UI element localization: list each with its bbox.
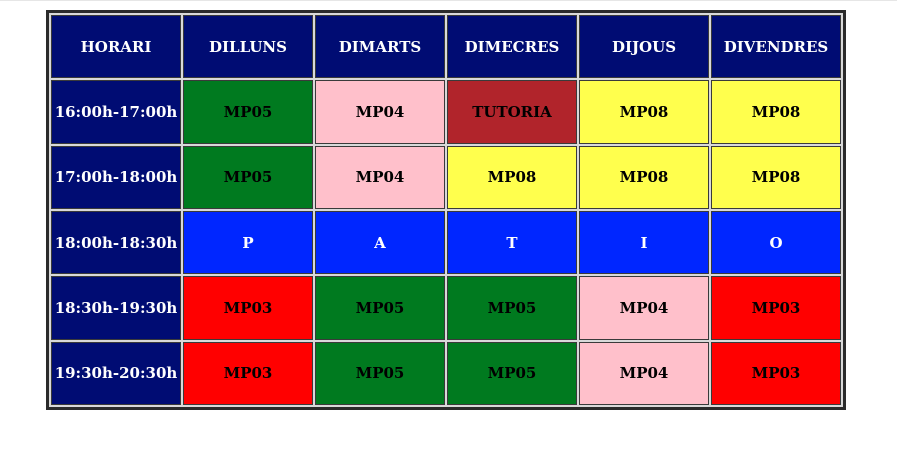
class-cell: MP03 [183,341,313,405]
class-cell: MP05 [447,341,577,405]
class-cell: MP08 [711,80,841,144]
break-cell: P [183,210,313,275]
time-slot-cell: 17:00h-18:00h [51,145,181,209]
class-cell: MP03 [183,276,313,340]
class-cell: MP08 [579,80,709,144]
table-row: 18:00h-18:30h P A T I O [51,210,841,275]
class-cell: MP08 [711,145,841,209]
time-slot-cell: 18:00h-18:30h [51,210,181,275]
time-slot-cell: 19:30h-20:30h [51,341,181,405]
header-dilluns: DILLUNS [183,15,313,79]
break-cell: I [579,210,709,275]
header-dimarts: DIMARTS [315,15,445,79]
class-cell: MP05 [183,80,313,144]
class-cell: MP04 [315,145,445,209]
schedule-table: HORARI DILLUNS DIMARTS DIMECRES DIJOUS D… [49,13,843,407]
class-cell: MP05 [315,276,445,340]
table-row: 18:30h-19:30h MP03 MP05 MP05 MP04 MP03 [51,276,841,340]
table-row: 19:30h-20:30h MP03 MP05 MP05 MP04 MP03 [51,341,841,405]
class-cell: MP04 [315,80,445,144]
table-row: 17:00h-18:00h MP05 MP04 MP08 MP08 MP08 [51,145,841,209]
header-horari: HORARI [51,15,181,79]
break-cell: O [711,210,841,275]
time-slot-cell: 16:00h-17:00h [51,80,181,144]
header-divendres: DIVENDRES [711,15,841,79]
class-cell: MP04 [579,341,709,405]
time-slot-cell: 18:30h-19:30h [51,276,181,340]
break-cell: T [447,210,577,275]
class-cell: MP05 [447,276,577,340]
header-row: HORARI DILLUNS DIMARTS DIMECRES DIJOUS D… [51,15,841,79]
class-cell: TUTORIA [447,80,577,144]
table-row: 16:00h-17:00h MP05 MP04 TUTORIA MP08 MP0… [51,80,841,144]
class-cell: MP08 [579,145,709,209]
schedule-table-frame: HORARI DILLUNS DIMARTS DIMECRES DIJOUS D… [46,10,846,410]
break-cell: A [315,210,445,275]
class-cell: MP05 [183,145,313,209]
class-cell: MP03 [711,276,841,340]
class-cell: MP04 [579,276,709,340]
class-cell: MP08 [447,145,577,209]
top-divider [0,0,897,1]
class-cell: MP03 [711,341,841,405]
class-cell: MP05 [315,341,445,405]
header-dijous: DIJOUS [579,15,709,79]
header-dimecres: DIMECRES [447,15,577,79]
